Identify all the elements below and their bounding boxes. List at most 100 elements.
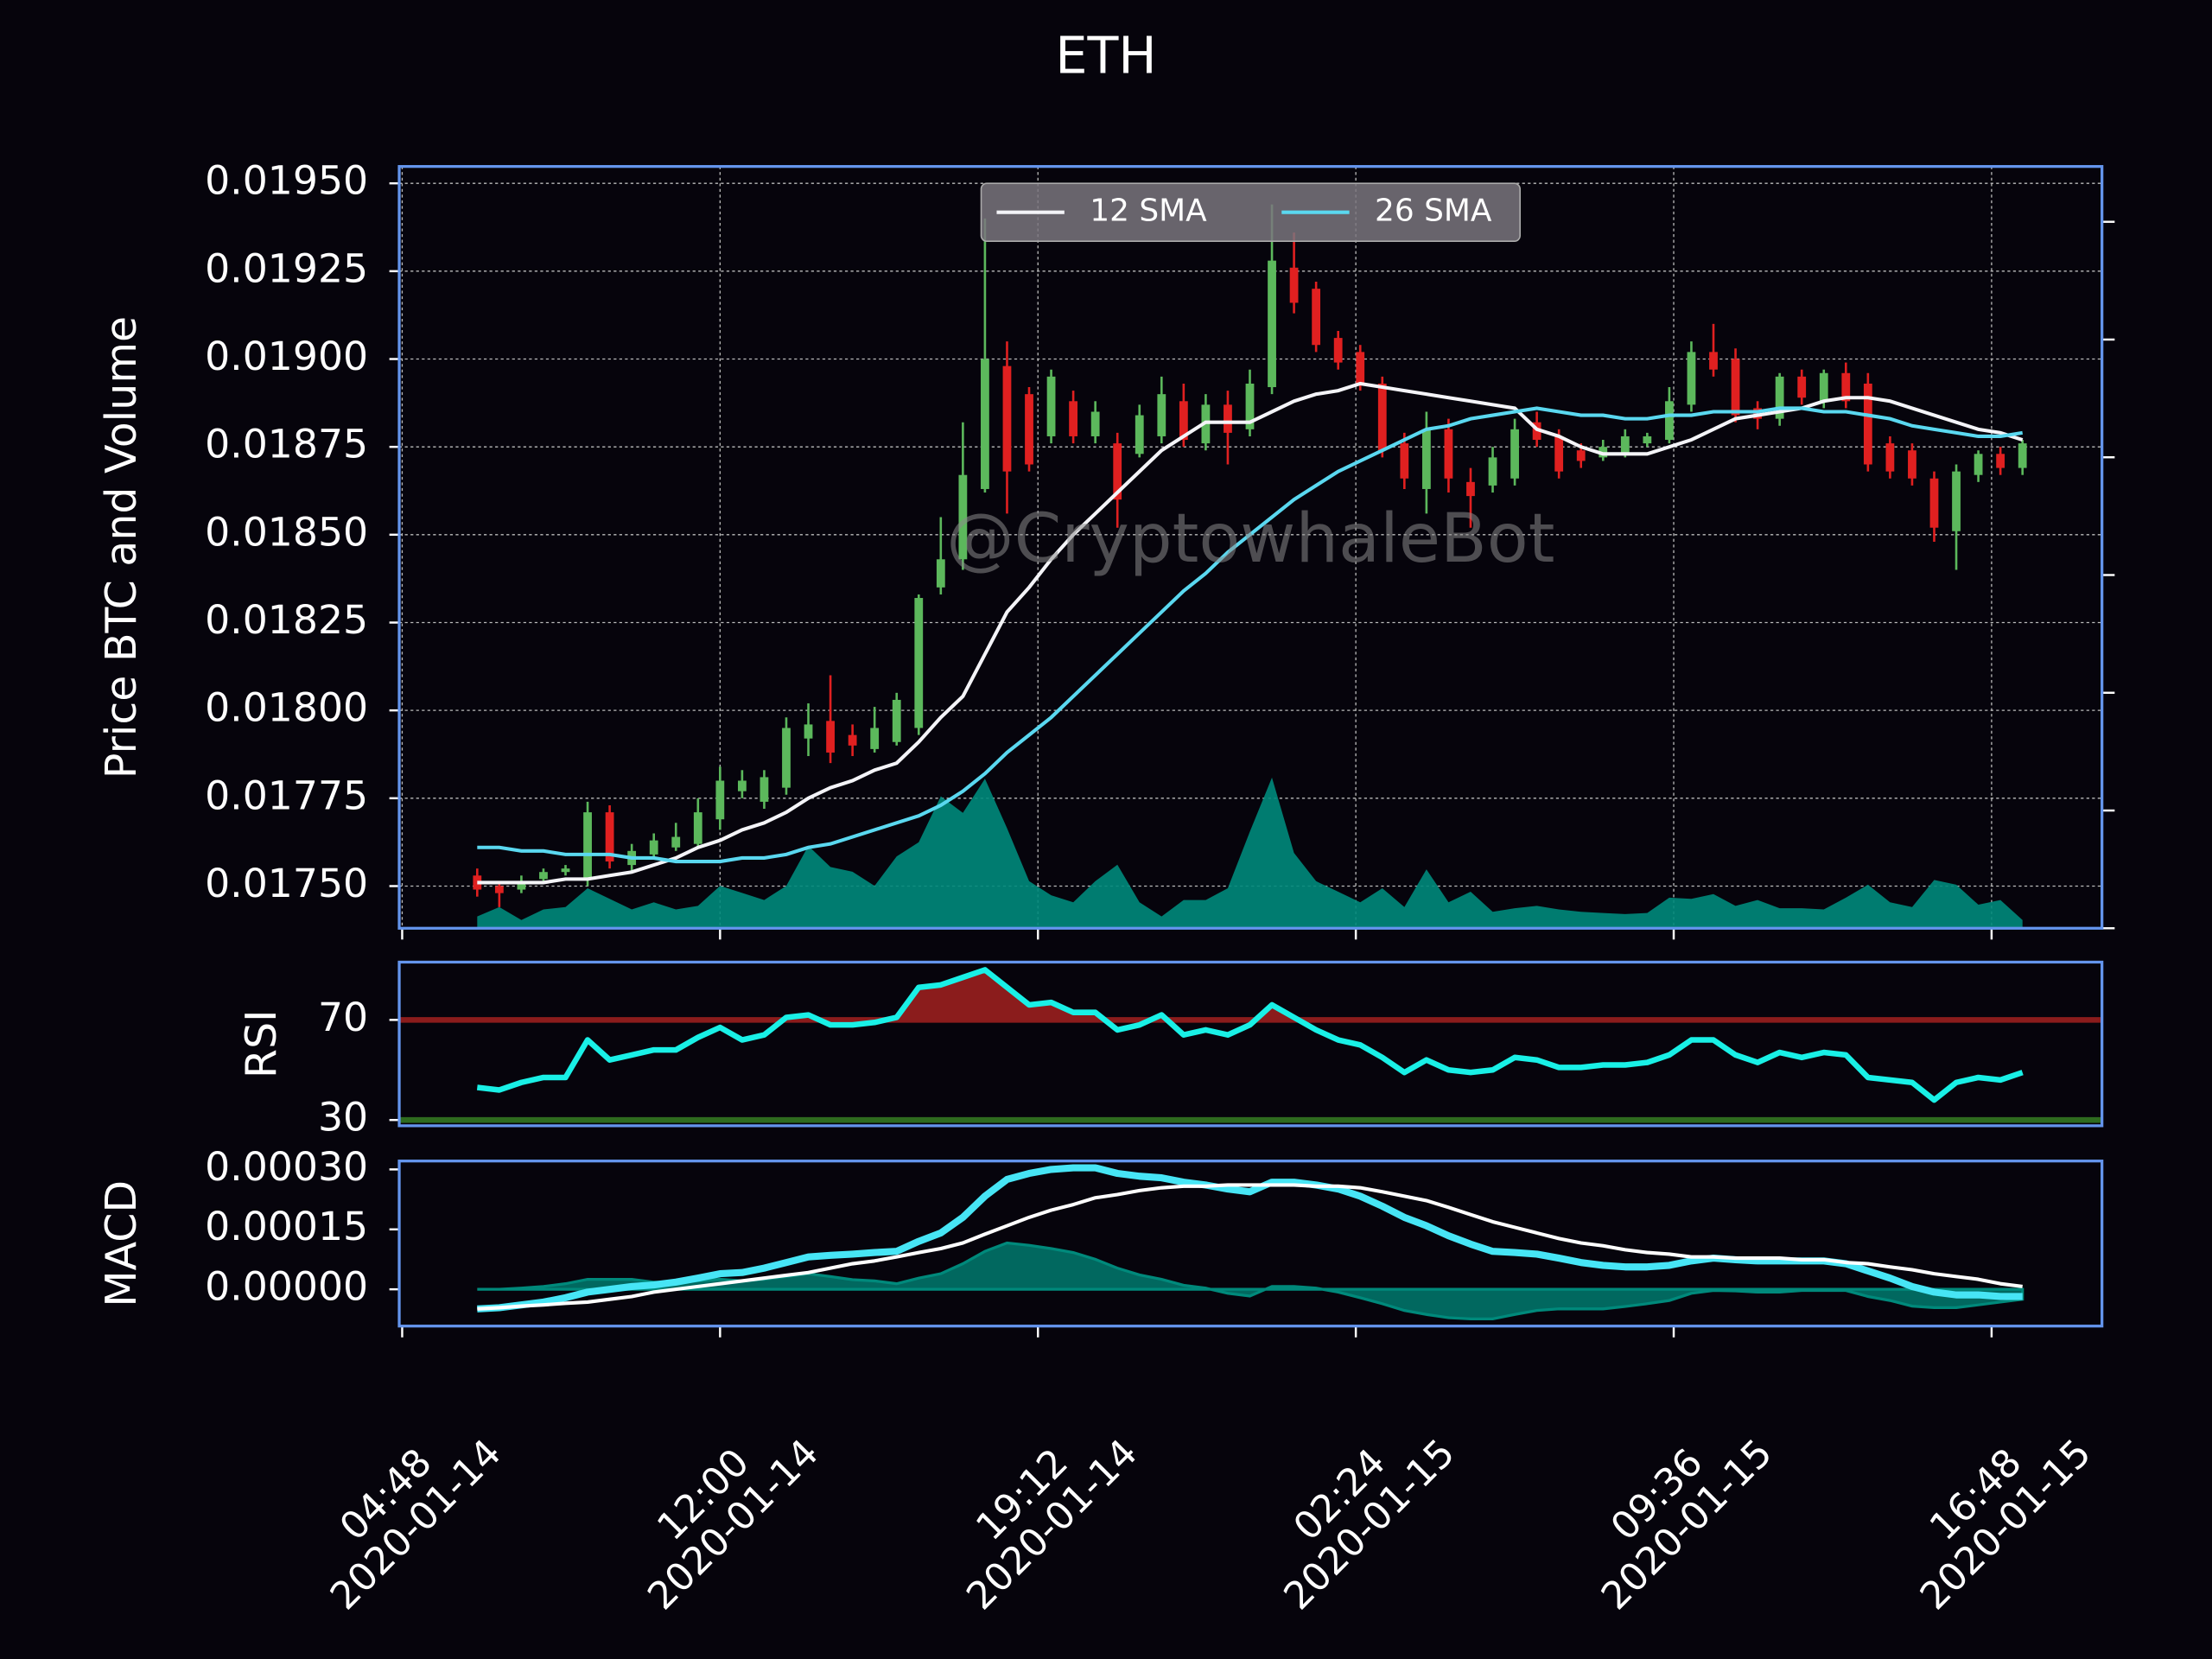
sma-line (477, 406, 2024, 864)
candle-body (1113, 443, 1122, 500)
candle-body (1775, 376, 1784, 419)
candle-body (760, 777, 769, 802)
candle-body (1819, 372, 1828, 402)
candle-body (1400, 443, 1409, 479)
candle-body (1709, 352, 1718, 370)
candle-body (2018, 443, 2027, 468)
candle-body (561, 868, 570, 873)
candle-body (517, 882, 526, 890)
watermark: @CryptowhaleBot (946, 499, 1554, 578)
candle-body (494, 886, 504, 893)
candle-body (539, 872, 548, 880)
candle-body (1444, 429, 1453, 479)
y-tick-label: 70 (318, 995, 368, 1040)
volume-area (477, 777, 2023, 929)
candle-body (1245, 383, 1255, 429)
legend-label: 12 SMA (1090, 194, 1207, 229)
candle-body (826, 721, 835, 753)
candle-body (649, 840, 658, 855)
y-tick-label: 0.01800 (205, 685, 368, 731)
indicator-line (476, 967, 2024, 1103)
candle-body (782, 728, 791, 788)
candle-body (1797, 376, 1807, 398)
candle-body (958, 474, 968, 560)
indicator-line (477, 1183, 2023, 1311)
y-tick-label: 0.00015 (205, 1204, 368, 1249)
candle-body (693, 812, 702, 844)
candle-body (671, 836, 681, 848)
candle-body (583, 812, 592, 880)
candle-body (1046, 376, 1056, 436)
panel-border (397, 1160, 2104, 1328)
candle-body (1289, 267, 1299, 303)
y-tick-label: 0.01750 (205, 861, 368, 906)
y-tick-label: 30 (318, 1095, 368, 1141)
chart-title: ETH (1055, 26, 1156, 86)
candle-body (1576, 450, 1586, 461)
candle-body (1974, 454, 1983, 475)
candle-body (605, 812, 614, 862)
candle-body (715, 780, 725, 820)
candle-body (1025, 394, 1033, 465)
y-tick-label: 0.01850 (205, 509, 368, 555)
y-tick-label: 0.01875 (205, 422, 368, 467)
candle-body (1687, 352, 1696, 405)
candle-body (1665, 401, 1674, 441)
candle-body (1421, 429, 1431, 489)
candle-body (1908, 450, 1916, 479)
candle-body (737, 780, 747, 791)
candle-body (1090, 411, 1100, 436)
candle-body (1356, 352, 1365, 384)
candle-body (1510, 429, 1519, 479)
candle-body (1863, 383, 1872, 465)
y-axis-label: Price BTC and Volume (97, 316, 146, 779)
candle-body (1554, 435, 1564, 472)
candle-body (1179, 401, 1188, 441)
candle-body (914, 598, 924, 728)
candle-body (1885, 443, 1895, 472)
y-axis-label: MACD (97, 1180, 146, 1307)
candle-body (892, 699, 901, 742)
candle-body (1952, 471, 1961, 531)
candle-body (1312, 289, 1321, 346)
panel-border (397, 960, 2104, 1128)
candle-body (1488, 457, 1497, 486)
y-tick-label: 0.00030 (205, 1144, 368, 1190)
y-tick-label: 0.01825 (205, 597, 368, 643)
candle-body (1224, 404, 1232, 433)
indicator-line (477, 1164, 2023, 1313)
candle-body (1377, 383, 1387, 451)
candle-body (1996, 454, 2005, 468)
candle-body (870, 728, 880, 749)
candle-body (1841, 372, 1851, 402)
candle-body (1268, 260, 1276, 388)
candle-body (1002, 365, 1012, 472)
candle-body (804, 724, 813, 739)
y-tick-label: 0.01775 (205, 772, 368, 818)
candle-body (848, 734, 857, 746)
y-axis-label: RSI (237, 1009, 286, 1078)
candle-body (981, 359, 989, 489)
candle-body (1929, 478, 1939, 528)
legend-box (980, 182, 1522, 243)
y-tick-label: 0.01925 (205, 245, 368, 291)
candle-body (1731, 359, 1740, 416)
candle-body (1643, 435, 1652, 444)
legend-label: 26 SMA (1375, 194, 1492, 229)
sma-line (477, 381, 2024, 885)
panel-border (397, 165, 2104, 930)
candle-body (1157, 394, 1166, 436)
candle-body (1333, 338, 1343, 363)
y-tick-label: 0.01950 (205, 158, 368, 204)
candle-body (1135, 415, 1144, 454)
y-tick-label: 0.00000 (205, 1264, 368, 1310)
y-tick-label: 0.01900 (205, 334, 368, 379)
candle-body (1620, 435, 1630, 454)
candle-body (936, 559, 945, 588)
candle-body (1069, 401, 1078, 436)
